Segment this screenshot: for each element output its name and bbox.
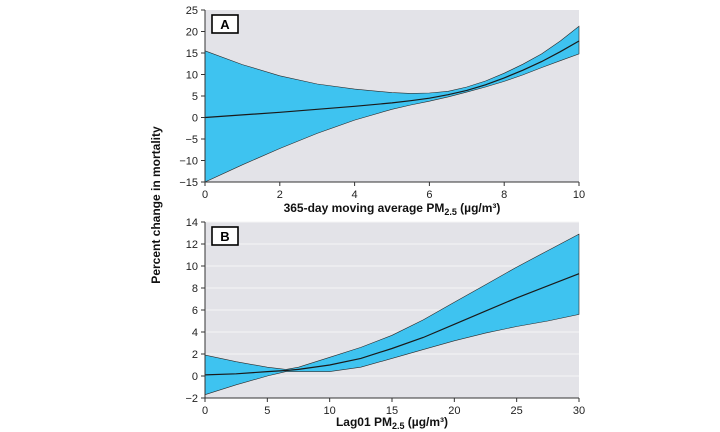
panel-a-estimate-line — [204, 40, 580, 119]
panel-a-xlabel-main: 365-day moving average PM — [284, 201, 445, 215]
panel-a-y-tick-label: 15 — [186, 48, 198, 60]
panel-b-x-tick-label: 0 — [202, 405, 208, 417]
panel-b-y-tick-label: 14 — [186, 217, 198, 229]
panel-a-confidence-band — [204, 25, 580, 183]
panel-a-y-ticks: −15 −10 −5 0 5 10 15 20 25 — [179, 5, 205, 189]
panel-a-xlabel-sub: 2.5 — [444, 207, 457, 217]
panel-a-x-tick-label: 8 — [501, 189, 507, 201]
panel-b-x-tick-label: 15 — [386, 405, 398, 417]
panel-b-x-tick-label: 5 — [264, 405, 270, 417]
panel-a-label: A — [220, 17, 230, 32]
panel-b-y-ticks: −2 0 2 4 6 8 10 12 14 — [185, 217, 205, 405]
panel-a-y-tick-label: −15 — [179, 177, 198, 189]
panel-a-x-tick-label: 2 — [277, 189, 283, 201]
panel-a-y-tick-label: 10 — [186, 70, 198, 82]
panel-b: −2 0 2 4 6 8 10 12 14 0 5 10 15 20 25 30 B Lag01 PM2.5… — [185, 217, 585, 431]
panel-a-y-tick-label: −5 — [185, 134, 198, 146]
y-axis-label: Percent change in mortality — [149, 126, 163, 284]
panel-b-xlabel-main: Lag01 PM — [336, 415, 392, 429]
panel-a-y-tick-label: 5 — [192, 91, 198, 103]
panel-b-xlabel-unit: (µg/m³) — [404, 415, 448, 429]
panel-a-y-tick-label: −10 — [179, 156, 198, 168]
panel-b-x-axis-label: Lag01 PM2.5 (µg/m³) — [336, 415, 448, 431]
panel-b-y-tick-label: 12 — [186, 239, 198, 251]
panel-a-x-ticks: 0 2 4 6 8 10 — [202, 182, 585, 201]
panel-b-y-tick-label: 2 — [192, 349, 198, 361]
panel-b-y-tick-label: −2 — [185, 393, 198, 405]
panel-b-x-tick-label: 30 — [573, 405, 585, 417]
panel-a-x-tick-label: 6 — [426, 189, 432, 201]
panel-b-y-tick-label: 8 — [192, 283, 198, 295]
panel-a-x-tick-label: 10 — [573, 189, 585, 201]
panel-b-x-tick-label: 20 — [448, 405, 460, 417]
panel-a: −15 −10 −5 0 5 10 15 20 25 0 2 4 6 8 10 A 365-day mov… — [179, 5, 585, 217]
panel-a-x-axis-label: 365-day moving average PM2.5 (µg/m³) — [284, 201, 501, 217]
panel-b-estimate-line — [204, 273, 580, 376]
panel-b-label-box — [211, 226, 239, 246]
panel-a-xlabel-unit: (µg/m³) — [457, 201, 501, 215]
panel-b-y-tick-label: 6 — [192, 305, 198, 317]
panel-a-y-tick-label: 20 — [186, 27, 198, 39]
panel-b-x-tick-label: 25 — [511, 405, 523, 417]
panel-a-y-tick-label: 0 — [192, 113, 198, 125]
panel-a-x-tick-label: 0 — [202, 189, 208, 201]
panel-a-label-box — [211, 14, 239, 34]
panel-a-y-tick-label: 25 — [186, 5, 198, 17]
panel-b-label: B — [220, 229, 229, 244]
panel-b-xlabel-sub: 2.5 — [392, 421, 405, 431]
panel-b-y-tick-label: 0 — [192, 371, 198, 383]
panel-b-confidence-band — [204, 233, 580, 396]
panel-b-x-ticks: 0 5 10 15 20 25 30 — [202, 398, 585, 417]
panel-b-y-tick-label: 10 — [186, 261, 198, 273]
panel-a-x-tick-label: 4 — [352, 189, 358, 201]
panel-b-x-tick-label: 10 — [324, 405, 336, 417]
panel-b-y-tick-label: 4 — [192, 327, 198, 339]
